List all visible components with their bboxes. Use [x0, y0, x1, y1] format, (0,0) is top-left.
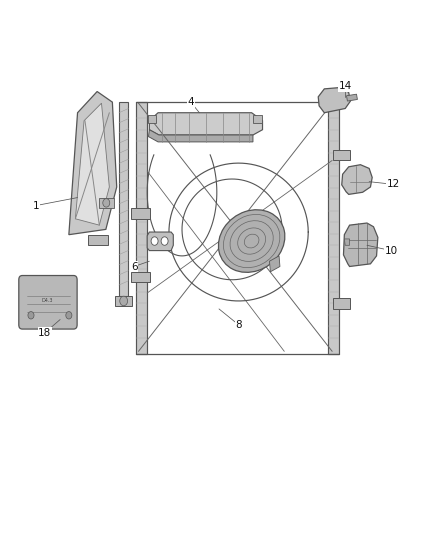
Polygon shape — [342, 165, 372, 195]
Polygon shape — [328, 102, 339, 354]
Circle shape — [66, 312, 72, 319]
Polygon shape — [147, 232, 173, 251]
Text: D4.3: D4.3 — [41, 298, 53, 303]
Text: 10: 10 — [385, 246, 397, 256]
Polygon shape — [269, 256, 280, 272]
Circle shape — [161, 237, 168, 245]
Circle shape — [28, 312, 34, 319]
Polygon shape — [119, 102, 128, 296]
Ellipse shape — [219, 210, 285, 272]
Polygon shape — [116, 296, 132, 306]
Polygon shape — [136, 102, 147, 354]
Text: 18: 18 — [38, 328, 52, 338]
Polygon shape — [318, 87, 350, 113]
Polygon shape — [69, 92, 117, 235]
Polygon shape — [333, 298, 350, 309]
Text: 1: 1 — [33, 200, 39, 211]
Polygon shape — [149, 113, 262, 135]
Text: 12: 12 — [386, 179, 400, 189]
Polygon shape — [75, 103, 110, 225]
Polygon shape — [99, 198, 114, 208]
Text: 14: 14 — [339, 81, 352, 91]
Polygon shape — [343, 223, 378, 266]
Polygon shape — [344, 239, 350, 245]
FancyBboxPatch shape — [19, 276, 77, 329]
Polygon shape — [148, 115, 156, 123]
Polygon shape — [333, 150, 350, 160]
Polygon shape — [148, 130, 253, 142]
Polygon shape — [88, 235, 108, 245]
Text: 4: 4 — [187, 97, 194, 107]
Polygon shape — [346, 94, 357, 101]
Circle shape — [103, 199, 110, 207]
Polygon shape — [253, 115, 261, 123]
Text: 6: 6 — [131, 262, 138, 271]
Polygon shape — [131, 272, 150, 282]
Text: 8: 8 — [235, 320, 242, 330]
Polygon shape — [131, 208, 150, 219]
Circle shape — [120, 296, 127, 306]
Circle shape — [151, 237, 158, 245]
